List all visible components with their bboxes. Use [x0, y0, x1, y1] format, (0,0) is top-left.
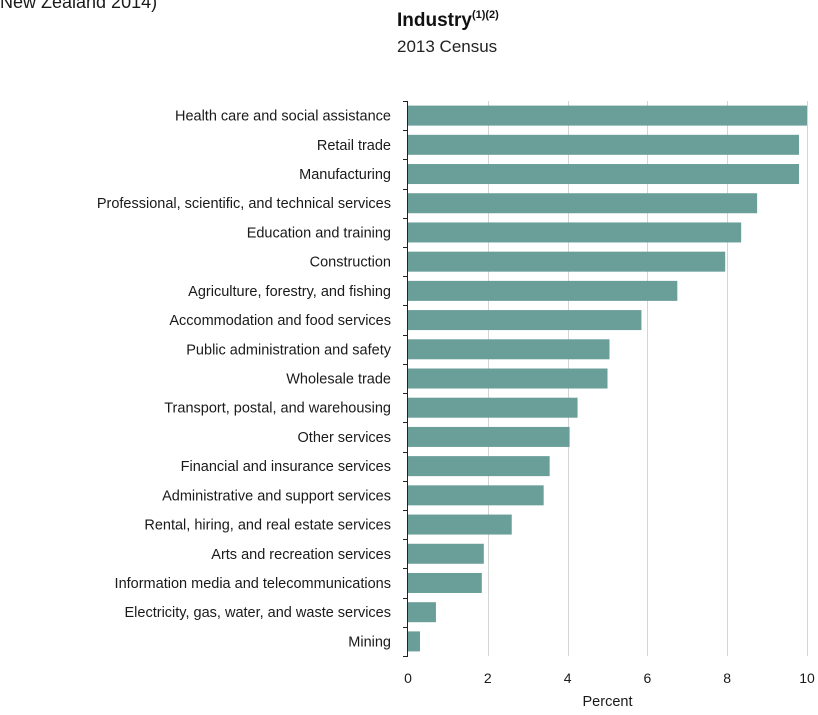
category-label: Professional, scientific, and technical …	[97, 196, 391, 212]
bar	[408, 251, 726, 272]
axes: 0 2 4 6 8 10 Percent	[403, 101, 815, 710]
category-label: Financial and insurance services	[181, 459, 391, 475]
category-label: Health care and social assistance	[175, 109, 391, 125]
chart-subtitle: 2013 Census	[397, 37, 498, 56]
category-label: Transport, postal, and warehousing	[164, 401, 391, 417]
bar	[408, 485, 544, 506]
x-tick-label: 4	[564, 670, 572, 686]
bar	[408, 134, 800, 155]
x-tick-label: 6	[644, 670, 652, 686]
category-label: Other services	[298, 430, 391, 446]
category-label: Retail trade	[317, 138, 391, 154]
category-label: Wholesale trade	[286, 372, 391, 388]
category-label: Accommodation and food services	[169, 313, 391, 329]
bar	[408, 368, 608, 389]
bar	[408, 426, 570, 447]
bars	[408, 105, 807, 652]
chart-title-text: Industry	[397, 10, 472, 31]
chart-title: Industry(1)(2)	[397, 9, 499, 32]
source-caption-fragment: New Zealand 2014)	[0, 0, 158, 12]
chart-title-footnote-refs: (1)(2)	[471, 9, 499, 21]
bar	[408, 631, 420, 652]
x-tick-label: 2	[484, 670, 492, 686]
bar	[408, 222, 742, 243]
category-label: Rental, hiring, and real estate services	[144, 518, 391, 534]
category-label: Agriculture, forestry, and fishing	[188, 284, 391, 300]
bar	[408, 514, 512, 535]
category-label: Manufacturing	[299, 167, 391, 183]
bar	[408, 193, 758, 214]
bar	[408, 105, 807, 126]
category-label: Information media and telecommunications	[115, 576, 391, 592]
category-label: Electricity, gas, water, and waste servi…	[125, 605, 391, 621]
category-label: Administrative and support services	[162, 488, 391, 504]
x-tick-label: 0	[404, 670, 412, 686]
category-label: Mining	[348, 634, 391, 650]
category-label: Public administration and safety	[186, 342, 391, 358]
bar	[408, 280, 678, 301]
category-label: Education and training	[247, 225, 391, 241]
x-tick-label: 10	[799, 670, 815, 686]
x-axis-title: Percent	[583, 694, 633, 710]
category-labels: Health care and social assistance Retail …	[97, 109, 392, 651]
bar	[408, 310, 642, 331]
category-label: Arts and recreation services	[211, 547, 391, 563]
category-label: Construction	[310, 255, 391, 271]
x-tick-label: 8	[723, 670, 731, 686]
bar	[408, 456, 550, 477]
bar	[408, 397, 578, 418]
bar	[408, 164, 800, 185]
bar	[408, 572, 482, 593]
bar	[408, 339, 610, 360]
bar	[408, 543, 484, 564]
bar	[408, 602, 436, 623]
